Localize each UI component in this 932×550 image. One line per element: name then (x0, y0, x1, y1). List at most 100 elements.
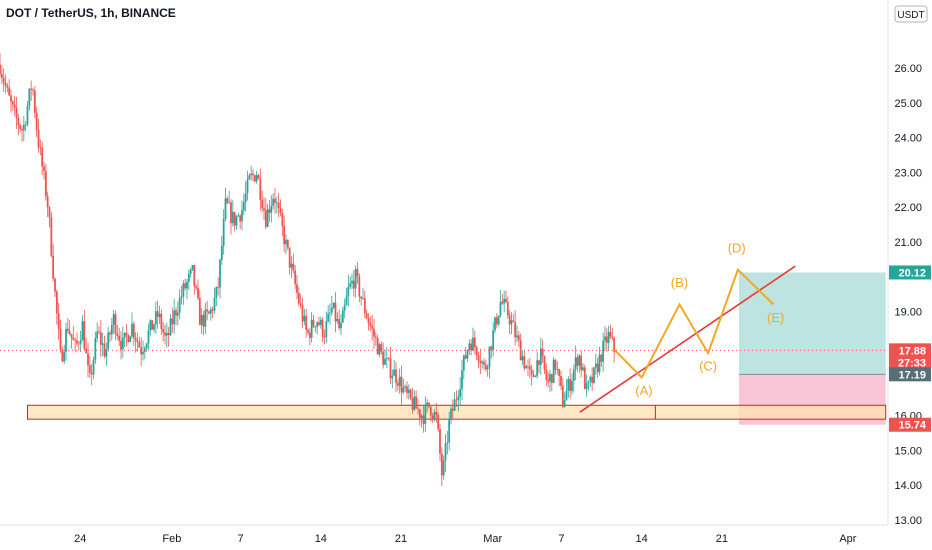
candle-body (424, 404, 427, 424)
candle-body (88, 365, 91, 373)
candle-body (299, 303, 302, 306)
candle-body (274, 198, 276, 203)
candle-body (127, 335, 130, 342)
candle-body (528, 366, 531, 370)
candle-body (200, 314, 203, 325)
candle-body (132, 323, 135, 338)
candle-body (571, 380, 573, 392)
candle-body (59, 328, 62, 350)
currency-label: USDT (897, 10, 924, 21)
candle-body (162, 328, 165, 333)
candle-body (33, 90, 36, 113)
candle-body (198, 297, 201, 325)
candle-body (547, 379, 550, 382)
candle-body (264, 210, 267, 227)
candle-body (2, 77, 5, 83)
candle-body (301, 305, 304, 322)
time-tick-label: 21 (395, 533, 407, 545)
candle-body (72, 337, 75, 341)
candle-body (583, 367, 586, 389)
price-tag-label: 17.19 (898, 369, 926, 381)
candle-body (220, 245, 223, 260)
candle-body (253, 175, 256, 182)
candle-body (415, 396, 418, 409)
candle-body (145, 343, 148, 349)
candle-body (576, 357, 579, 366)
candle-body (116, 333, 119, 336)
time-axis[interactable]: 24 Feb 7 14 21 Mar 7 14 21 Apr (0, 524, 888, 545)
candle-body (275, 202, 278, 204)
price-tag (889, 265, 931, 280)
candle-body (228, 202, 231, 204)
candle-body (35, 112, 38, 130)
price-tick-label: 22.00 (894, 202, 922, 214)
candle-body (510, 320, 513, 325)
candle-body (169, 318, 172, 336)
candle-body (433, 412, 436, 419)
candle-body (550, 374, 553, 383)
candle-body (140, 347, 143, 355)
candle-body (215, 286, 218, 298)
support-zone-layer (26, 404, 887, 420)
candle-body (598, 354, 601, 373)
candle-body (343, 305, 346, 311)
candle-body (195, 286, 198, 288)
support-zone (26, 404, 887, 420)
candle-body (76, 340, 78, 344)
candle-body (224, 198, 227, 219)
candle-body (81, 321, 84, 341)
candle-body (527, 366, 529, 367)
projected-wave-path[interactable] (613, 267, 775, 380)
candle-body (396, 383, 399, 386)
candle-body (92, 359, 95, 375)
candle-body (46, 196, 49, 208)
candle-body (327, 313, 330, 322)
candle-body (530, 369, 533, 375)
price-tick-label: 23.00 (894, 167, 922, 179)
candle-body (305, 315, 308, 330)
candle-body (21, 129, 23, 131)
candle-body (208, 311, 210, 314)
candle-body (398, 376, 401, 386)
candle-body (270, 205, 273, 213)
candle-body (450, 408, 452, 419)
candle-body (505, 298, 507, 302)
candle-body (286, 239, 289, 248)
wave-label: (E) (767, 310, 784, 325)
candle-body (230, 202, 232, 224)
candle-body (44, 170, 47, 197)
candle-body (241, 210, 243, 222)
candle-body (477, 355, 480, 361)
candle-body (321, 319, 324, 337)
candle-body (17, 118, 20, 126)
candle-body (226, 198, 229, 203)
candle-body (567, 379, 570, 391)
candle-body (347, 286, 350, 297)
candle-body (488, 346, 491, 368)
profit-zone (739, 272, 886, 375)
candle-body (552, 359, 555, 383)
candle-body (316, 322, 319, 327)
candle-body (142, 351, 144, 355)
wave-label: (C) (699, 359, 717, 374)
candle-body (77, 343, 80, 345)
candle-body (417, 408, 419, 410)
candle-body (332, 302, 335, 308)
candle-body (580, 355, 583, 371)
candle-body (382, 351, 385, 365)
candle-body (98, 331, 100, 333)
price-tick-label: 25.00 (894, 98, 922, 110)
candle-body (85, 348, 88, 354)
candle-body (261, 199, 264, 209)
candle-body (473, 337, 476, 347)
currency-badge[interactable] (894, 5, 928, 23)
candle-body (611, 336, 614, 338)
wave-label: (B) (671, 275, 688, 290)
candle-body (356, 269, 359, 277)
candle-body (101, 343, 104, 345)
candle-body (11, 101, 14, 105)
candle-body (290, 263, 293, 268)
candle-body (4, 82, 7, 86)
candle-body (6, 85, 9, 88)
